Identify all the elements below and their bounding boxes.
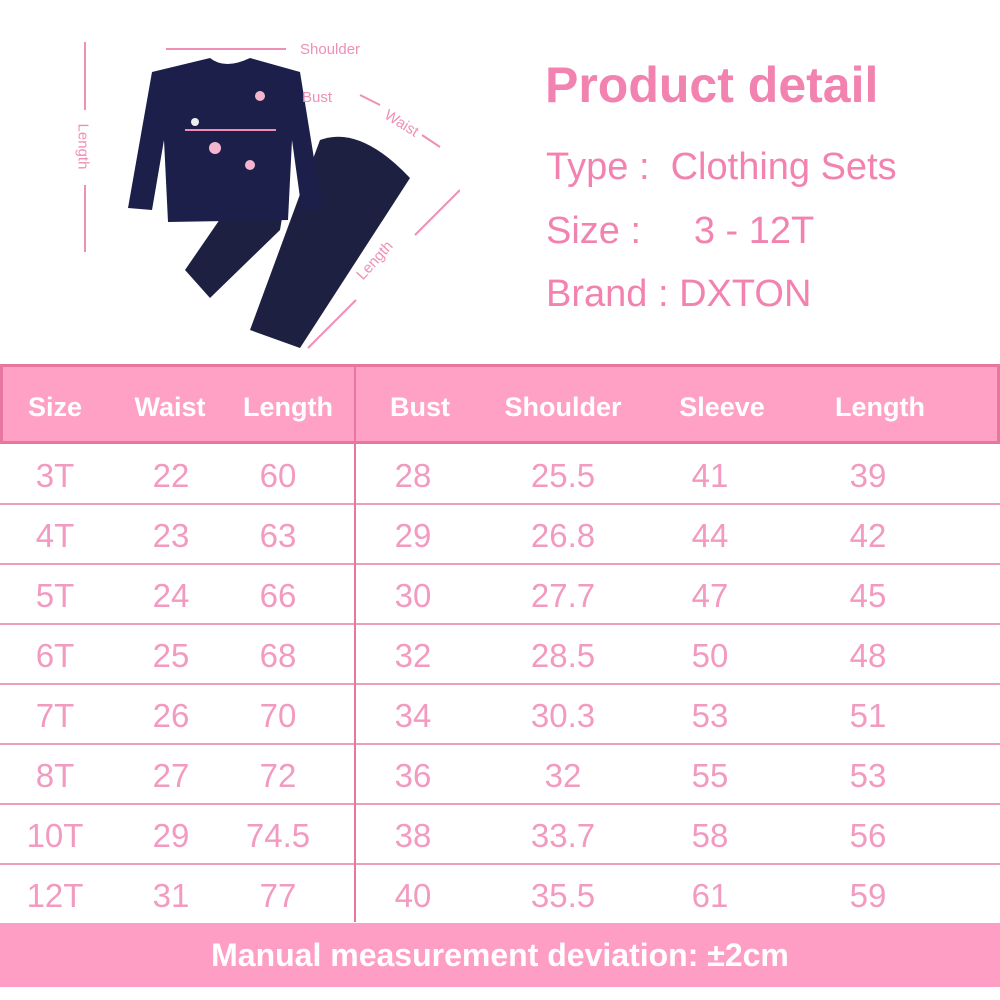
table-cell: 8T — [35, 757, 75, 794]
table-cell: 24 — [152, 577, 190, 614]
table-cell: 26.8 — [530, 517, 596, 554]
table-cell: 38 — [394, 817, 432, 854]
table-cell: 68 — [259, 637, 297, 674]
table-cell: 7T — [35, 697, 75, 734]
measurement-note: Manual measurement deviation: ±2cm — [0, 923, 1000, 987]
product-size: Size : 3 - 12T — [546, 210, 815, 252]
table-row — [0, 505, 1000, 565]
table-cell: 25 — [152, 637, 190, 674]
table-cell: 72 — [259, 757, 297, 794]
table-cell: 55 — [691, 757, 729, 794]
table-cell: 40 — [394, 877, 432, 914]
column-header: Bust — [390, 392, 450, 422]
table-cell: 53 — [691, 697, 729, 734]
table-cell: 35.5 — [530, 877, 596, 914]
table-row — [0, 445, 1000, 505]
product-image — [60, 30, 461, 360]
table-cell: 32 — [544, 757, 582, 794]
table-cell: 60 — [259, 457, 297, 494]
table-cell: 51 — [849, 697, 887, 734]
table-cell: 29 — [152, 817, 190, 854]
table-row — [0, 625, 1000, 685]
column-header: Waist — [134, 392, 206, 422]
table-cell: 33.7 — [530, 817, 596, 854]
table-cell: 23 — [152, 517, 190, 554]
table-cell: 48 — [849, 637, 887, 674]
table-cell: 27.7 — [530, 577, 596, 614]
table-cell: 39 — [849, 457, 887, 494]
table-cell: 22 — [152, 457, 190, 494]
table-cell: 42 — [849, 517, 887, 554]
table-cell: 58 — [691, 817, 729, 854]
column-header: Sleeve — [679, 392, 765, 422]
table-cell: 45 — [849, 577, 887, 614]
table-cell: 10T — [26, 817, 84, 854]
table-cell: 44 — [691, 517, 729, 554]
table-cell: 61 — [691, 877, 729, 914]
table-cell: 47 — [691, 577, 729, 614]
table-cell: 53 — [849, 757, 887, 794]
table-cell: 59 — [849, 877, 887, 914]
table-cell: 63 — [259, 517, 297, 554]
table-cell: 32 — [394, 637, 432, 674]
shoulder-label: Shoulder — [300, 41, 361, 58]
table-cell: 34 — [394, 697, 432, 734]
table-cell: 28 — [394, 457, 432, 494]
table-cell: 5T — [35, 577, 75, 614]
table-cell: 50 — [691, 637, 729, 674]
table-cell: 70 — [259, 697, 297, 734]
table-row — [0, 805, 1000, 865]
table-cell: 6T — [35, 637, 75, 674]
table-cell: 29 — [394, 517, 432, 554]
size-table-header — [0, 364, 1000, 444]
table-cell: 30.3 — [530, 697, 596, 734]
table-divider — [354, 364, 356, 922]
column-header: Length — [243, 392, 333, 422]
top-length-label: Length — [74, 123, 92, 170]
table-cell: 25.5 — [530, 457, 596, 494]
table-cell: 74.5 — [245, 817, 311, 854]
table-cell: 66 — [259, 577, 297, 614]
column-header: Length — [835, 392, 925, 422]
clothing-set-illustration — [84, 42, 461, 349]
table-cell: 56 — [849, 817, 887, 854]
table-cell: 26 — [152, 697, 190, 734]
table-cell: 28.5 — [530, 637, 596, 674]
column-header: Size — [27, 392, 83, 422]
table-cell: 12T — [26, 877, 84, 914]
table-cell: 77 — [259, 877, 297, 914]
table-cell: 3T — [35, 457, 75, 494]
table-row — [0, 565, 1000, 625]
table-row — [0, 745, 1000, 805]
bust-label: Bust — [302, 89, 333, 106]
table-cell: 31 — [152, 877, 190, 914]
table-cell: 4T — [35, 517, 75, 554]
table-cell: 36 — [394, 757, 432, 794]
table-cell: 27 — [152, 757, 190, 794]
table-cell: 30 — [394, 577, 432, 614]
product-title: Product detail — [545, 57, 879, 113]
product-brand: Brand : DXTON — [546, 273, 812, 315]
column-header: Shoulder — [504, 392, 622, 422]
product-type: Type : Clothing Sets — [546, 146, 897, 188]
table-cell: 41 — [691, 457, 729, 494]
table-row — [0, 685, 1000, 745]
